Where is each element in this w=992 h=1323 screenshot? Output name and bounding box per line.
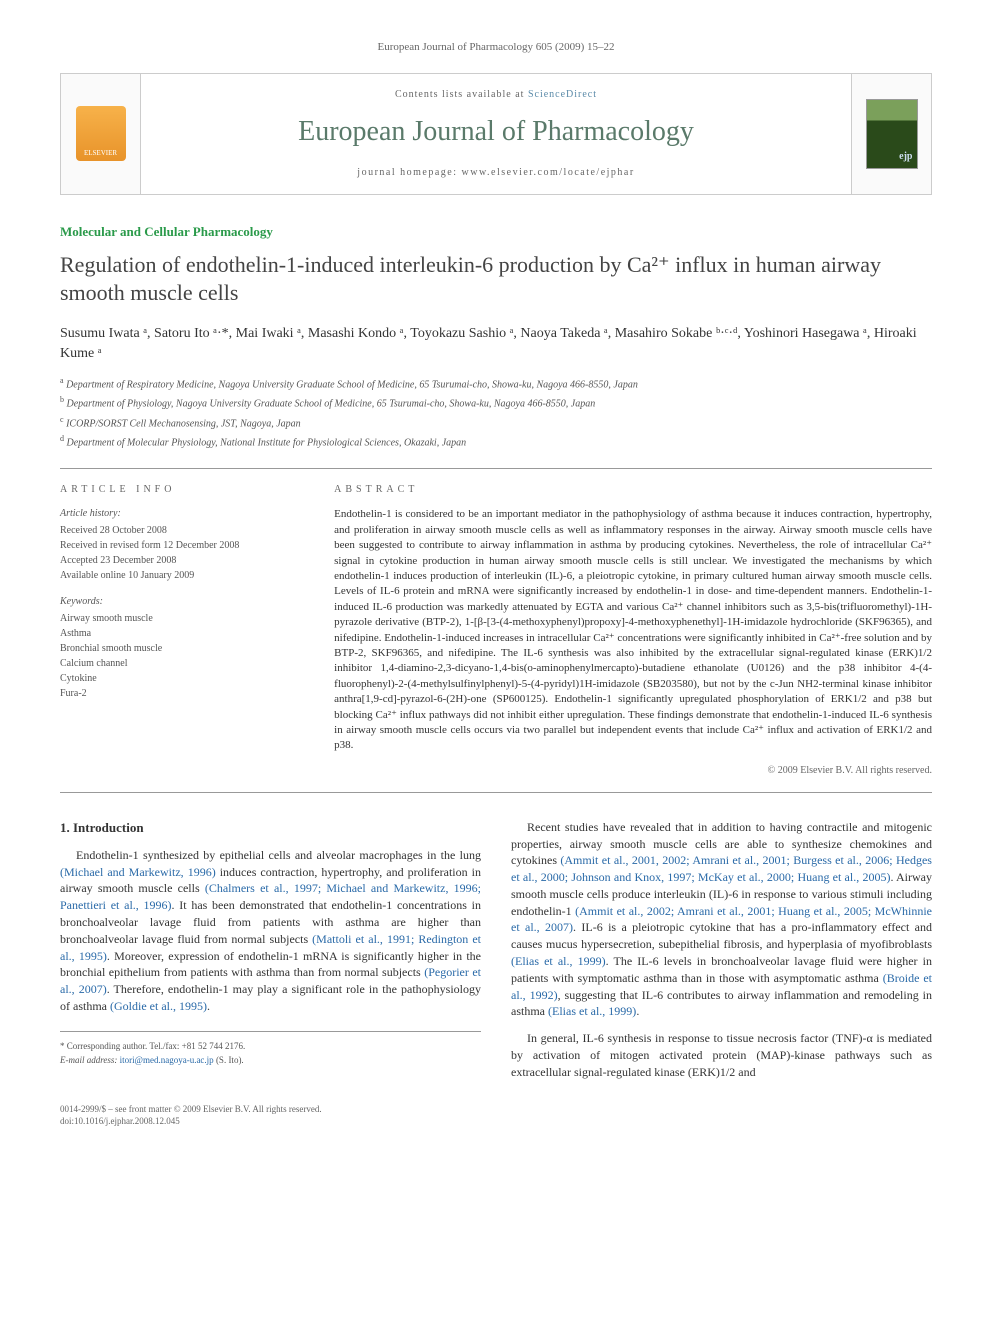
abstract-column: ABSTRACT Endothelin-1 is considered to b…: [334, 483, 932, 777]
online-date: Available online 10 January 2009: [60, 569, 304, 583]
homepage-url[interactable]: www.elsevier.com/locate/ejphar: [462, 167, 635, 178]
homepage-line: journal homepage: www.elsevier.com/locat…: [151, 166, 841, 180]
citation[interactable]: (Ammit et al., 2001, 2002; Amrani et al.…: [511, 853, 932, 884]
abstract-heading: ABSTRACT: [334, 483, 932, 497]
intro-para-3: In general, IL-6 synthesis in response t…: [511, 1030, 932, 1080]
keyword-item: Calcium channel: [60, 657, 304, 671]
keyword-item: Bronchial smooth muscle: [60, 642, 304, 656]
revised-date: Received in revised form 12 December 200…: [60, 539, 304, 553]
affiliation-c: c ICORP/SORST Cell Mechanosensing, JST, …: [60, 414, 932, 431]
abstract-copyright: © 2009 Elsevier B.V. All rights reserved…: [334, 764, 932, 778]
keyword-item: Fura-2: [60, 687, 304, 701]
section-label: Molecular and Cellular Pharmacology: [60, 223, 932, 241]
keyword-item: Cytokine: [60, 672, 304, 686]
journal-masthead: ELSEVIER Contents lists available at Sci…: [60, 73, 932, 194]
affiliation-a: a Department of Respiratory Medicine, Na…: [60, 375, 932, 392]
affiliation-b: b Department of Physiology, Nagoya Unive…: [60, 394, 932, 411]
intro-heading: 1. Introduction: [60, 819, 481, 837]
intro-para-1: Endothelin-1 synthesized by epithelial c…: [60, 847, 481, 1015]
citation[interactable]: (Elias et al., 1999): [511, 954, 606, 968]
email-label: E-mail address:: [60, 1055, 117, 1065]
accepted-date: Accepted 23 December 2008: [60, 554, 304, 568]
journal-name: European Journal of Pharmacology: [151, 112, 841, 151]
journal-cover-icon: [866, 99, 918, 169]
info-abstract-row: ARTICLE INFO Article history: Received 2…: [60, 468, 932, 792]
masthead-center: Contents lists available at ScienceDirec…: [141, 74, 851, 193]
citation[interactable]: (Goldie et al., 1995): [110, 999, 207, 1013]
keywords-label: Keywords:: [60, 595, 304, 609]
contents-available-line: Contents lists available at ScienceDirec…: [151, 88, 841, 102]
keyword-item: Airway smooth muscle: [60, 612, 304, 626]
corresponding-author: * Corresponding author. Tel./fax: +81 52…: [60, 1040, 481, 1053]
affiliation-d: d Department of Molecular Physiology, Na…: [60, 433, 932, 450]
received-date: Received 28 October 2008: [60, 524, 304, 538]
email-who: (S. Ito).: [216, 1055, 244, 1065]
body-col-right: Recent studies have revealed that in add…: [511, 819, 932, 1091]
running-head: European Journal of Pharmacology 605 (20…: [60, 40, 932, 55]
email-line: E-mail address: itori@med.nagoya-u.ac.jp…: [60, 1054, 481, 1067]
keyword-item: Asthma: [60, 627, 304, 641]
citation[interactable]: (Michael and Markewitz, 1996): [60, 865, 216, 879]
email-link[interactable]: itori@med.nagoya-u.ac.jp: [120, 1055, 214, 1065]
footer-copyright: 0014-2999/$ – see front matter © 2009 El…: [60, 1103, 932, 1116]
publisher-logo-box: ELSEVIER: [61, 74, 141, 193]
footer-doi: doi:10.1016/j.ejphar.2008.12.045: [60, 1115, 932, 1128]
article-info-column: ARTICLE INFO Article history: Received 2…: [60, 483, 304, 777]
intro-para-2: Recent studies have revealed that in add…: [511, 819, 932, 1021]
article-title: Regulation of endothelin-1-induced inter…: [60, 251, 932, 308]
author-list: Susumu Iwata ᵃ, Satoru Ito ᵃ·*, Mai Iwak…: [60, 324, 932, 363]
publisher-mark: ELSEVIER: [84, 149, 117, 159]
footer: 0014-2999/$ – see front matter © 2009 El…: [60, 1103, 932, 1128]
history-label: Article history:: [60, 507, 304, 521]
contents-prefix: Contents lists available at: [395, 89, 524, 100]
article-history: Article history: Received 28 October 200…: [60, 507, 304, 583]
citation[interactable]: (Elias et al., 1999): [548, 1004, 636, 1018]
affiliations: a Department of Respiratory Medicine, Na…: [60, 375, 932, 450]
elsevier-tree-icon: ELSEVIER: [76, 106, 126, 161]
footnotes: * Corresponding author. Tel./fax: +81 52…: [60, 1031, 481, 1067]
homepage-prefix: journal homepage:: [357, 167, 457, 178]
body-col-left: 1. Introduction Endothelin-1 synthesized…: [60, 819, 481, 1091]
cover-thumb-box: [851, 74, 931, 193]
sciencedirect-link[interactable]: ScienceDirect: [528, 89, 597, 100]
article-info-heading: ARTICLE INFO: [60, 483, 304, 497]
abstract-text: Endothelin-1 is considered to be an impo…: [334, 507, 932, 753]
body-columns: 1. Introduction Endothelin-1 synthesized…: [60, 819, 932, 1091]
keywords-block: Keywords: Airway smooth muscle Asthma Br…: [60, 595, 304, 701]
